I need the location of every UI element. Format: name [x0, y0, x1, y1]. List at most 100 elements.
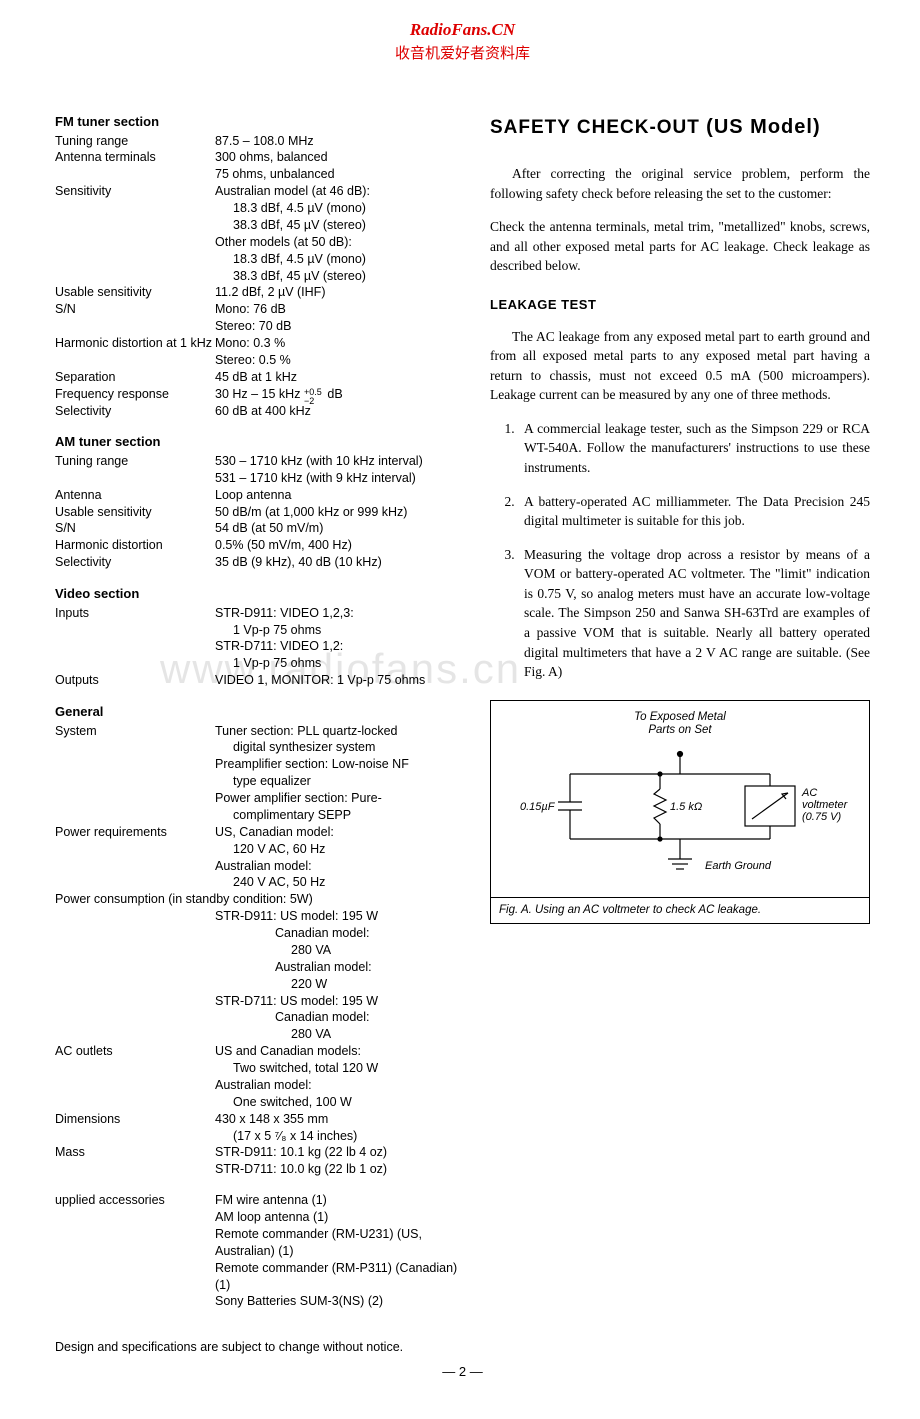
spec-value: 30 Hz – 15 kHz +0.5−2 dB	[215, 386, 460, 403]
spec-value-line: digital synthesizer system	[215, 739, 460, 756]
section-header: FM tuner section	[55, 113, 460, 131]
watermark-site: RadioFans.CN	[55, 20, 870, 40]
spec-label: Selectivity	[55, 403, 215, 420]
spec-value-line: Australian model (at 46 dB):	[215, 183, 460, 200]
spec-value-line: AM loop antenna (1)	[215, 1209, 460, 1226]
figure-caption: Fig. A. Using an AC voltmeter to check A…	[491, 897, 869, 923]
spec-row: Power requirementsUS, Canadian model:120…	[55, 824, 460, 892]
spec-row: Power consumption (in standby condition:…	[55, 891, 460, 1043]
spec-value-line: 54 dB (at 50 mV/m)	[215, 520, 460, 537]
ground-label: Earth Ground	[705, 860, 772, 872]
spec-row: AC outletsUS and Canadian models:Two swi…	[55, 1043, 460, 1111]
safety-column: SAFETY CHECK-OUT (US Model) After correc…	[490, 113, 870, 1310]
method-item: A commercial leakage tester, such as the…	[518, 419, 870, 478]
spec-value-line: STR-D911: VIDEO 1,2,3:	[215, 605, 460, 622]
spec-value-line: 120 V AC, 60 Hz	[215, 841, 460, 858]
method-item: Measuring the voltage drop across a resi…	[518, 545, 870, 682]
spec-value-line: 60 dB at 400 kHz	[215, 403, 460, 420]
meter-label-1: AC	[801, 787, 817, 799]
spec-value-line: 280 VA	[55, 1026, 460, 1043]
spec-label: Tuning range	[55, 133, 215, 150]
spec-row: Antenna terminals300 ohms, balanced75 oh…	[55, 149, 460, 183]
spec-value-line: One switched, 100 W	[215, 1094, 460, 1111]
spec-value-line: 280 VA	[55, 942, 460, 959]
spec-value-line: Preamplifier section: Low-noise NF	[215, 756, 460, 773]
spec-value-line: STR-D711: US model: 195 W	[55, 993, 460, 1010]
method-item: A battery-operated AC milliammeter. The …	[518, 492, 870, 531]
spec-label: Usable sensitivity	[55, 284, 215, 301]
safety-title-main: SAFETY CHECK-OUT	[490, 117, 700, 138]
spec-row: Tuning range530 – 1710 kHz (with 10 kHz …	[55, 453, 460, 487]
spec-value-line: Tuner section: PLL quartz-locked	[215, 723, 460, 740]
spec-value: Loop antenna	[215, 487, 460, 504]
figure-a: To Exposed Metal Parts on Set	[490, 700, 870, 924]
spec-value: Tuner section: PLL quartz-lockeddigital …	[215, 723, 460, 824]
spec-label: Frequency response	[55, 386, 215, 403]
page-number: — 2 —	[55, 1364, 870, 1379]
spec-value-line: Australian model:	[55, 959, 460, 976]
spec-value-line: STR-D911: US model: 195 W	[55, 908, 460, 925]
spec-value: US, Canadian model:120 V AC, 60 HzAustra…	[215, 824, 460, 892]
spec-row: Separation45 dB at 1 kHz	[55, 369, 460, 386]
spec-value-line: type equalizer	[215, 773, 460, 790]
spec-value: 54 dB (at 50 mV/m)	[215, 520, 460, 537]
spec-value-line: FM wire antenna (1)	[215, 1192, 460, 1209]
spec-label: AC outlets	[55, 1043, 215, 1111]
spec-value-line: 18.3 dBf, 4.5 µV (mono)	[215, 251, 460, 268]
spec-value-line: VIDEO 1, MONITOR: 1 Vp-p 75 ohms	[215, 672, 460, 689]
spec-value: FM wire antenna (1)AM loop antenna (1)Re…	[215, 1192, 460, 1310]
spec-value: 0.5% (50 mV/m, 400 Hz)	[215, 537, 460, 554]
spec-value-line: Stereo: 0.5 %	[215, 352, 460, 369]
safety-para-2: Check the antenna terminals, metal trim,…	[490, 217, 870, 276]
spec-row: Usable sensitivity50 dB/m (at 1,000 kHz …	[55, 504, 460, 521]
spec-value-line: STR-D711: 10.0 kg (22 lb 1 oz)	[215, 1161, 460, 1178]
meter-label-3: (0.75 V)	[802, 811, 841, 823]
spec-value-line: 45 dB at 1 kHz	[215, 369, 460, 386]
spec-label: Dimensions	[55, 1111, 215, 1145]
spec-row: Usable sensitivity11.2 dBf, 2 µV (IHF)	[55, 284, 460, 301]
spec-value-line: Other models (at 50 dB):	[215, 234, 460, 251]
spec-value: US and Canadian models:Two switched, tot…	[215, 1043, 460, 1111]
spec-value-line: 38.3 dBf, 45 µV (stereo)	[215, 217, 460, 234]
spec-value-line: Sony Batteries SUM-3(NS) (2)	[215, 1293, 460, 1310]
spec-value: 87.5 – 108.0 MHz	[215, 133, 460, 150]
methods-list: A commercial leakage tester, such as the…	[490, 419, 870, 682]
spec-value: Australian model (at 46 dB):18.3 dBf, 4.…	[215, 183, 460, 284]
spec-value: 35 dB (9 kHz), 40 dB (10 kHz)	[215, 554, 460, 571]
spec-value-line: Loop antenna	[215, 487, 460, 504]
specifications-column: FM tuner sectionTuning range87.5 – 108.0…	[55, 113, 460, 1310]
safety-para-1: After correcting the original service pr…	[490, 164, 870, 203]
spec-value-line: STR-D711: VIDEO 1,2:	[215, 638, 460, 655]
spec-value-line: 240 V AC, 50 Hz	[215, 874, 460, 891]
spec-row: Harmonic distortion0.5% (50 mV/m, 400 Hz…	[55, 537, 460, 554]
spec-value: 530 – 1710 kHz (with 10 kHz interval)531…	[215, 453, 460, 487]
spec-value-line: Power amplifier section: Pure-	[215, 790, 460, 807]
spec-row: Frequency response30 Hz – 15 kHz +0.5−2 …	[55, 386, 460, 403]
spec-row: upplied accessoriesFM wire antenna (1)AM…	[55, 1192, 460, 1310]
spec-value-line: 35 dB (9 kHz), 40 dB (10 kHz)	[215, 554, 460, 571]
spec-value-line: 1 Vp-p 75 ohms	[215, 655, 460, 672]
spec-value: Mono: 76 dBStereo: 70 dB	[215, 301, 460, 335]
spec-label: Inputs	[55, 605, 215, 673]
section-header: Video section	[55, 585, 460, 603]
spec-label: Tuning range	[55, 453, 215, 487]
spec-value-line: 87.5 – 108.0 MHz	[215, 133, 460, 150]
spec-row: S/NMono: 76 dBStereo: 70 dB	[55, 301, 460, 335]
cap-label: 0.15µF	[520, 801, 556, 813]
spec-label: Selectivity	[55, 554, 215, 571]
spec-value-line: Stereo: 70 dB	[215, 318, 460, 335]
spec-value-line: STR-D911: 10.1 kg (22 lb 4 oz)	[215, 1144, 460, 1161]
spec-row: InputsSTR-D911: VIDEO 1,2,3: 1 Vp-p 75 oh…	[55, 605, 460, 673]
spec-value-line: 11.2 dBf, 2 µV (IHF)	[215, 284, 460, 301]
meter-label-2: voltmeter	[802, 799, 849, 811]
spec-value-line: 75 ohms, unbalanced	[215, 166, 460, 183]
spec-label: System	[55, 723, 215, 824]
spec-value-line: 220 W	[55, 976, 460, 993]
spec-value-line: 18.3 dBf, 4.5 µV (mono)	[215, 200, 460, 217]
spec-row: OutputsVIDEO 1, MONITOR: 1 Vp-p 75 ohms	[55, 672, 460, 689]
spec-row: Dimensions430 x 148 x 355 mm(17 x 5 ⁷⁄₈ …	[55, 1111, 460, 1145]
spec-label: Antenna terminals	[55, 149, 215, 183]
spec-value-line: US and Canadian models:	[215, 1043, 460, 1060]
spec-row: Harmonic distortion at 1 kHzMono: 0.3 %S…	[55, 335, 460, 369]
figure-top-1: To Exposed Metal	[634, 711, 726, 723]
